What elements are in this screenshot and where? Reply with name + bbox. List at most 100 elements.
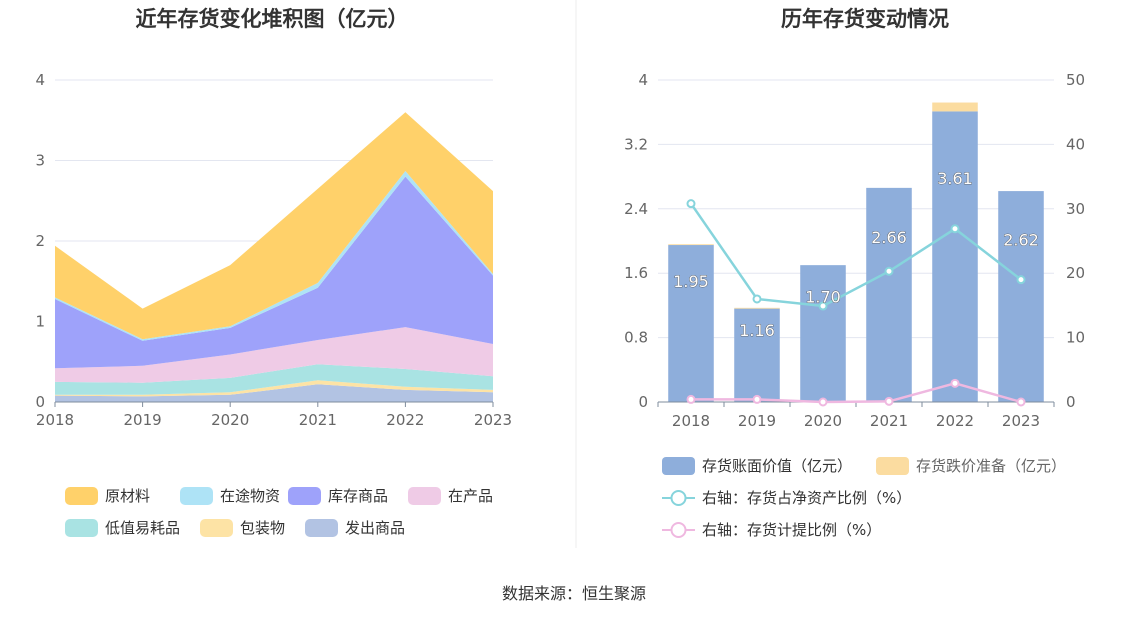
bar-y-tick: 2.4 bbox=[624, 200, 648, 218]
area-legend-item[interactable]: 库存商品 bbox=[288, 487, 388, 505]
line-point bbox=[752, 394, 762, 404]
area-y-tick: 0 bbox=[35, 393, 45, 411]
bar-y2-tick: 20 bbox=[1066, 264, 1085, 282]
bar-x-tick: 2019 bbox=[738, 412, 776, 430]
line-point bbox=[950, 224, 960, 234]
area-legend-item[interactable]: 原材料 bbox=[65, 487, 150, 505]
bar-data-label: 1.16 bbox=[739, 321, 775, 340]
bar-reserve bbox=[734, 307, 780, 309]
area-legend-item[interactable]: 包装物 bbox=[200, 519, 285, 537]
area-x-tick: 2019 bbox=[124, 411, 162, 429]
bar-book-value bbox=[668, 245, 714, 402]
bar-legend-item[interactable]: 存货账面价值（亿元） bbox=[662, 457, 852, 475]
line-point bbox=[1016, 275, 1026, 285]
area-legend-label: 包装物 bbox=[240, 519, 285, 537]
area-y-tick: 4 bbox=[35, 71, 45, 89]
bar-y-tick: 1.6 bbox=[624, 264, 648, 282]
area-legend-item[interactable]: 在途物资 bbox=[180, 487, 280, 505]
area-x-tick: 2021 bbox=[299, 411, 337, 429]
bar-legend-item[interactable]: 存货跌价准备（亿元） bbox=[876, 457, 1066, 475]
stacked-area-chart: 0 1 2 3 4 2018 2019 2020 2021 2022 2023 bbox=[35, 71, 512, 429]
bar-y-tick: 0.8 bbox=[624, 329, 648, 347]
line-series-provision bbox=[691, 382, 1022, 404]
bar-x-tick: 2018 bbox=[672, 412, 710, 430]
bar-x-tick: 2020 bbox=[804, 412, 842, 430]
bar-book-value bbox=[800, 265, 846, 402]
bar-data-label: 2.66 bbox=[871, 228, 907, 247]
line-legend-marker bbox=[670, 490, 687, 506]
bar-legend-item[interactable]: 右轴：存货计提比例（%） bbox=[662, 521, 881, 539]
area-legend-item[interactable]: 在产品 bbox=[408, 487, 493, 505]
area-legend-item[interactable]: 发出商品 bbox=[305, 519, 405, 537]
area-legend-label: 库存商品 bbox=[328, 487, 388, 505]
area-x-tick: 2018 bbox=[36, 411, 74, 429]
line-point bbox=[1016, 397, 1026, 407]
bar-y2-tick: 0 bbox=[1066, 393, 1076, 411]
area-series-在途物资 bbox=[55, 171, 493, 341]
bar-chart-title: 历年存货变动情况 bbox=[781, 7, 949, 31]
area-legend-swatch bbox=[288, 487, 321, 505]
area-series-发出商品 bbox=[55, 384, 493, 402]
line-point bbox=[752, 294, 762, 304]
bar-book-value bbox=[734, 308, 780, 402]
bar-y-tick: 0 bbox=[638, 393, 648, 411]
bar-book-value bbox=[998, 191, 1044, 402]
bar-data-label: 3.61 bbox=[937, 169, 973, 188]
bar-x-tick: 2022 bbox=[936, 412, 974, 430]
bar-x-tick: 2021 bbox=[870, 412, 908, 430]
bar-y2-tick: 40 bbox=[1066, 135, 1085, 153]
bar-chart-legend: 存货账面价值（亿元） 存货跌价准备（亿元） 右轴：存货占净资产比例（%） 右轴：存货计… bbox=[662, 457, 1066, 539]
line-point bbox=[884, 266, 894, 276]
area-series-库存商品 bbox=[55, 176, 493, 369]
bar-reserve bbox=[668, 244, 714, 246]
area-legend-swatch bbox=[180, 487, 213, 505]
bar-y2-tick: 50 bbox=[1066, 71, 1085, 89]
area-legend-item[interactable]: 低值易耗品 bbox=[65, 519, 180, 537]
bar-data-label: 1.95 bbox=[673, 272, 709, 291]
area-legend-swatch bbox=[408, 487, 441, 505]
area-series-在产品 bbox=[55, 327, 493, 383]
bar-y-tick: 3.2 bbox=[624, 135, 648, 153]
bar-legend-label: 右轴：存货占净资产比例（%） bbox=[702, 489, 911, 507]
bar-y-tick: 4 bbox=[638, 71, 648, 89]
bar-y2-tick: 30 bbox=[1066, 200, 1085, 218]
bar-data-label: 2.62 bbox=[1003, 231, 1039, 250]
bar-legend-swatch bbox=[662, 457, 695, 475]
bar-legend-swatch bbox=[876, 457, 909, 475]
area-legend-swatch bbox=[200, 519, 233, 537]
bar-data-label: 1.70 bbox=[805, 288, 841, 307]
line-point bbox=[884, 396, 894, 406]
area-legend-label: 在产品 bbox=[448, 487, 493, 505]
bar-x-tick: 2023 bbox=[1002, 412, 1040, 430]
area-legend-label: 原材料 bbox=[105, 487, 150, 505]
bar-book-value bbox=[932, 111, 978, 403]
bar-book-value bbox=[866, 187, 912, 402]
area-series-包装物 bbox=[55, 380, 493, 397]
area-legend-label: 低值易耗品 bbox=[105, 519, 180, 537]
area-legend-label: 发出商品 bbox=[345, 519, 405, 537]
line-point bbox=[950, 378, 960, 388]
bar-reserve bbox=[932, 102, 978, 112]
bar-legend-item[interactable]: 右轴：存货占净资产比例（%） bbox=[662, 489, 911, 507]
bar-legend-label: 存货跌价准备（亿元） bbox=[916, 457, 1066, 475]
area-legend-swatch bbox=[305, 519, 338, 537]
area-series-低值易耗品 bbox=[55, 364, 493, 395]
line-point bbox=[818, 301, 828, 311]
area-x-tick: 2023 bbox=[474, 411, 512, 429]
line-point bbox=[818, 397, 828, 407]
area-legend-swatch bbox=[65, 487, 98, 505]
area-legend-label: 在途物资 bbox=[220, 487, 280, 505]
area-y-tick: 1 bbox=[35, 313, 45, 331]
bar-legend-label: 存货账面价值（亿元） bbox=[702, 457, 852, 475]
data-source: 数据来源：恒生聚源 bbox=[502, 584, 646, 603]
area-x-tick: 2020 bbox=[211, 411, 249, 429]
line-series-ratio bbox=[689, 202, 1022, 308]
area-x-tick: 2022 bbox=[386, 411, 424, 429]
bar-legend-label: 右轴：存货计提比例（%） bbox=[702, 521, 881, 539]
line-legend-marker bbox=[670, 522, 687, 538]
area-series-原材料 bbox=[55, 112, 493, 340]
bar-y2-tick: 10 bbox=[1066, 329, 1085, 347]
